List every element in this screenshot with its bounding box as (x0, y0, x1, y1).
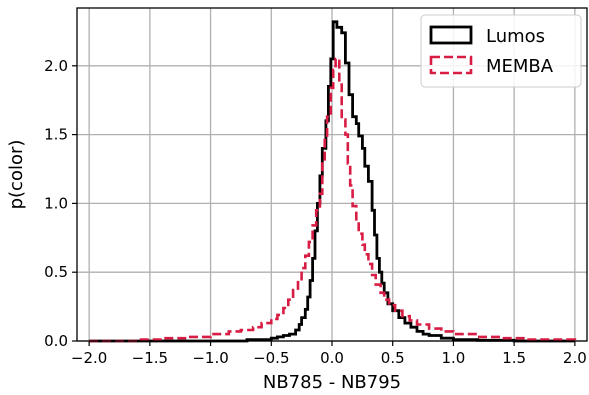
legend-swatch-memba (429, 55, 473, 75)
legend-label-lumos: Lumos (486, 26, 545, 47)
x-tick-label: 1.0 (441, 349, 465, 367)
x-tick-label: −1.0 (192, 349, 228, 367)
x-tick-label: −0.5 (253, 349, 289, 367)
series-line-memba (89, 57, 577, 343)
legend-label-memba: MEMBA (486, 56, 554, 77)
y-tick-label: 1.0 (44, 194, 68, 212)
y-axis-label: p(color) (6, 140, 27, 210)
series-group (89, 20, 577, 343)
y-tick-label: 1.5 (44, 126, 68, 144)
x-axis-label: NB785 - NB795 (263, 372, 401, 393)
ticks: −2.0 −1.5 −1.0 −0.5 0.0 0.5 1.0 1.5 2.0 0.0 0.5 1.0… (44, 57, 587, 367)
x-tick-label: −2.0 (71, 349, 107, 367)
y-tick-label: 2.0 (44, 57, 68, 75)
series-line-lumos (89, 20, 575, 343)
legend-box (420, 14, 582, 88)
legend: Lumos MEMBA (420, 14, 582, 88)
x-tick-label: −1.5 (132, 349, 168, 367)
y-tick-label: 0.0 (44, 332, 68, 350)
x-tick-label: 1.5 (502, 349, 526, 367)
x-tick-label: 2.0 (563, 349, 587, 367)
x-tick-label: 0.5 (381, 349, 405, 367)
legend-swatch-lumos (429, 25, 473, 45)
x-tick-label: 0.0 (320, 349, 344, 367)
y-tick-label: 0.5 (44, 263, 68, 281)
